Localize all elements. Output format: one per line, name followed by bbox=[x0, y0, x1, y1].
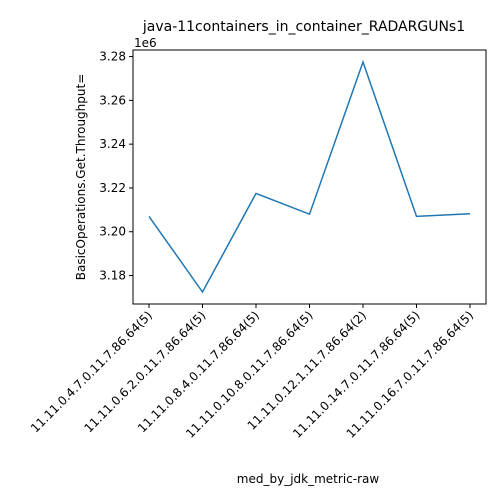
y-tick-label: 3.18 bbox=[99, 269, 126, 283]
y-axis-ticks: 3.18 3.20 3.22 3.24 3.26 3.28 bbox=[99, 50, 133, 283]
y-tick-label: 3.26 bbox=[99, 93, 126, 107]
x-axis-ticks: 11.11.0.4.7.0.11.7.86.64(5)11.11.0.6.2.0… bbox=[28, 304, 476, 441]
series-line bbox=[148, 59, 471, 294]
y-axis-label: BasicOperations.Get.Throughput= bbox=[74, 74, 88, 281]
x-axis-label: med_by_jdk_metric-raw bbox=[237, 472, 380, 486]
y-tick-label: 3.22 bbox=[99, 181, 126, 195]
y-tick-label: 3.20 bbox=[99, 225, 126, 239]
plot-area: 3.18 3.20 3.22 3.24 3.26 3.28 11.11.0.4.7.0.1… bbox=[28, 49, 487, 441]
chart-title: java-11containers_in_container_RADARGUNs… bbox=[142, 19, 465, 35]
y-tick-label: 3.24 bbox=[99, 137, 126, 151]
plot-frame bbox=[132, 49, 487, 305]
y-tick-label: 3.28 bbox=[99, 50, 126, 64]
y-offset-label: 1e6 bbox=[134, 36, 157, 50]
